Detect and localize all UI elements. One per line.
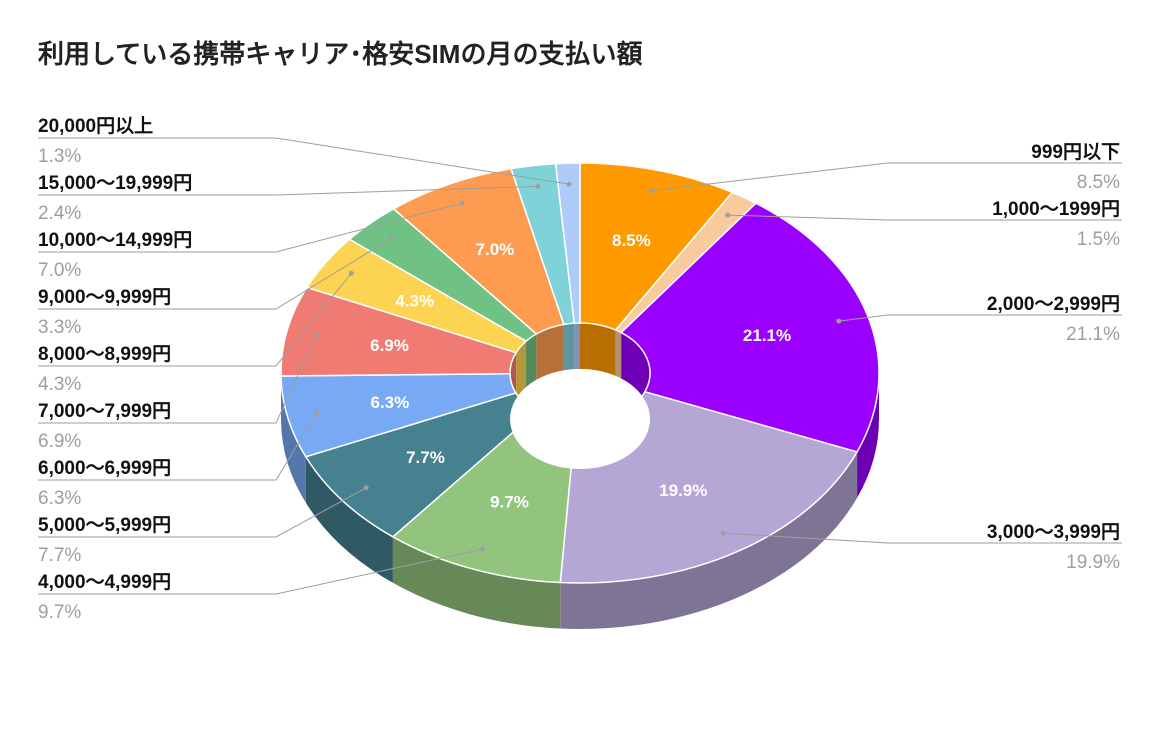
leader-line-5 bbox=[38, 487, 367, 538]
data-label-8: 4.3% bbox=[395, 291, 434, 310]
leader-line-9 bbox=[38, 237, 392, 310]
leader-line-8 bbox=[38, 273, 352, 367]
side-wall-3 bbox=[560, 451, 858, 629]
inner-wall-2 bbox=[621, 332, 650, 419]
slice-percent-9: 3.3% bbox=[38, 317, 81, 338]
pie-slice-6 bbox=[280, 372, 517, 458]
leader-line-4 bbox=[38, 548, 483, 595]
leader-line-6 bbox=[38, 412, 318, 481]
slice-label-2: 2,000〜2,999円 bbox=[987, 294, 1120, 315]
data-label-2: 21.1% bbox=[743, 326, 791, 345]
chart-leader-lines bbox=[38, 137, 1122, 595]
slice-percent-6: 6.3% bbox=[38, 488, 81, 509]
slice-label-12: 20,000円以上 bbox=[38, 115, 153, 137]
slice-label-1: 1,000〜1999円 bbox=[992, 199, 1120, 220]
inner-wall-0 bbox=[580, 323, 616, 376]
slice-label-11: 15,000〜19,999円 bbox=[38, 173, 192, 194]
slice-label-5: 5,000〜5,999円 bbox=[38, 515, 171, 536]
chart-title: 利用している携帯キャリア･格安SIMの月の支払い額 bbox=[38, 39, 643, 69]
hole-floor bbox=[510, 369, 650, 469]
slice-percent-1: 1.5% bbox=[1077, 229, 1120, 250]
slice-percent-10: 7.0% bbox=[38, 260, 81, 281]
leader-line-12 bbox=[38, 137, 570, 185]
leader-line-1 bbox=[727, 214, 1122, 221]
data-label-4: 9.7% bbox=[490, 493, 529, 512]
leader-line-2 bbox=[838, 314, 1122, 322]
slice-percent-4: 9.7% bbox=[38, 602, 81, 623]
inner-wall-10 bbox=[536, 324, 564, 380]
pie-slice-2 bbox=[619, 202, 880, 453]
chart-data-labels: 8.5% 21.1% 19.9% 9.7% 7.7% 6.3% 6.9% 4.3% 7.0% bbox=[370, 231, 791, 512]
slice-percent-7: 6.9% bbox=[38, 431, 81, 452]
slice-label-7: 7,000〜7,999円 bbox=[38, 401, 171, 422]
inner-wall-9 bbox=[526, 333, 537, 388]
data-label-6: 6.3% bbox=[370, 393, 409, 412]
slice-label-6: 6,000〜6,999円 bbox=[38, 458, 171, 479]
side-wall-6 bbox=[281, 375, 306, 503]
slice-label-0: 999円以下 bbox=[1031, 141, 1120, 163]
chart-outer-labels: 999円以下 8.5% 1,000〜1999円 1.5% 2,000〜2,999円 21.… bbox=[38, 115, 1120, 623]
slice-percent-3: 19.9% bbox=[1066, 552, 1120, 573]
slice-percent-5: 7.7% bbox=[38, 545, 81, 566]
pie-slice-12 bbox=[554, 162, 581, 324]
slice-percent-2: 21.1% bbox=[1066, 324, 1120, 345]
leader-line-10 bbox=[38, 202, 463, 253]
inner-wall-11 bbox=[563, 323, 575, 371]
leader-line-3 bbox=[722, 532, 1122, 544]
data-label-0: 8.5% bbox=[612, 231, 651, 250]
pie-slice-0 bbox=[579, 162, 734, 331]
slice-label-3: 3,000〜3,999円 bbox=[987, 522, 1120, 543]
inner-wall-1 bbox=[615, 329, 622, 379]
slice-percent-11: 2.4% bbox=[38, 203, 81, 224]
leader-line-0 bbox=[651, 162, 1122, 192]
slice-label-9: 9,000〜9,999円 bbox=[38, 287, 171, 308]
data-label-5: 7.7% bbox=[406, 448, 445, 467]
leader-line-7 bbox=[38, 334, 317, 424]
inner-wall-8 bbox=[516, 341, 527, 399]
slice-percent-8: 4.3% bbox=[38, 374, 81, 395]
slice-percent-12: 1.3% bbox=[38, 146, 81, 167]
data-label-10: 7.0% bbox=[476, 240, 515, 259]
inner-wall-12 bbox=[574, 323, 580, 370]
leader-line-11 bbox=[38, 185, 538, 196]
data-label-3: 19.9% bbox=[659, 481, 707, 500]
slice-percent-0: 8.5% bbox=[1077, 172, 1120, 193]
side-wall-2 bbox=[857, 373, 879, 498]
slice-label-10: 10,000〜14,999円 bbox=[38, 230, 192, 251]
slice-label-8: 8,000〜8,999円 bbox=[38, 344, 171, 365]
chart-hole bbox=[510, 369, 650, 469]
slice-label-4: 4,000〜4,999円 bbox=[38, 572, 171, 593]
side-wall-5 bbox=[305, 456, 393, 583]
data-label-7: 6.9% bbox=[370, 336, 409, 355]
